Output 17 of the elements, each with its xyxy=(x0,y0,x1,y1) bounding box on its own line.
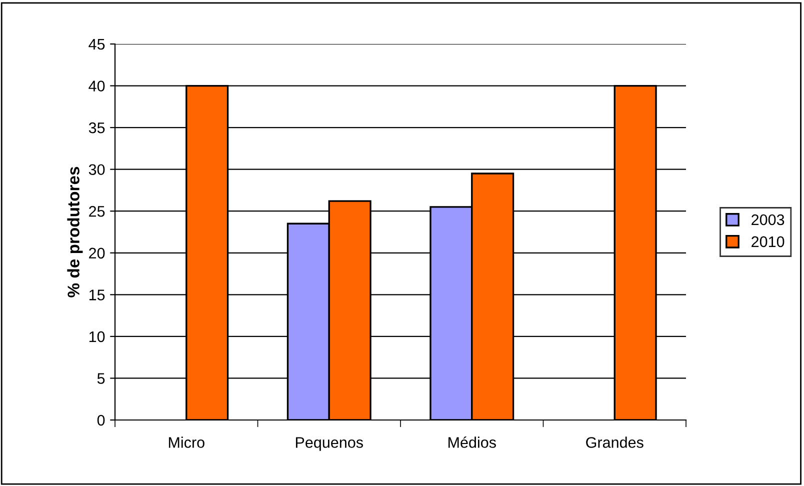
y-tick-label: 10 xyxy=(89,331,105,342)
x-tick-label: Grandes xyxy=(586,436,644,448)
x-tick-label: Micro xyxy=(168,436,204,448)
y-tick-label: 20 xyxy=(89,248,105,259)
y-tick-label: 25 xyxy=(89,206,105,217)
y-tick-label: 0 xyxy=(97,414,105,426)
x-tick-label: Pequenos xyxy=(296,437,363,451)
legend-label: 2003 xyxy=(752,214,784,226)
x-tick-label: Médios xyxy=(448,436,496,448)
y-tick-label: 15 xyxy=(89,290,105,300)
y-tick-label: 45 xyxy=(88,39,105,50)
legend-label: 2010 xyxy=(752,236,784,248)
y-tick-label: 40 xyxy=(88,80,105,92)
y-axis-title: % de produtores xyxy=(67,166,83,298)
y-tick-label: 35 xyxy=(88,122,105,134)
y-tick-label: 30 xyxy=(88,164,105,176)
y-tick-label: 5 xyxy=(97,373,105,384)
